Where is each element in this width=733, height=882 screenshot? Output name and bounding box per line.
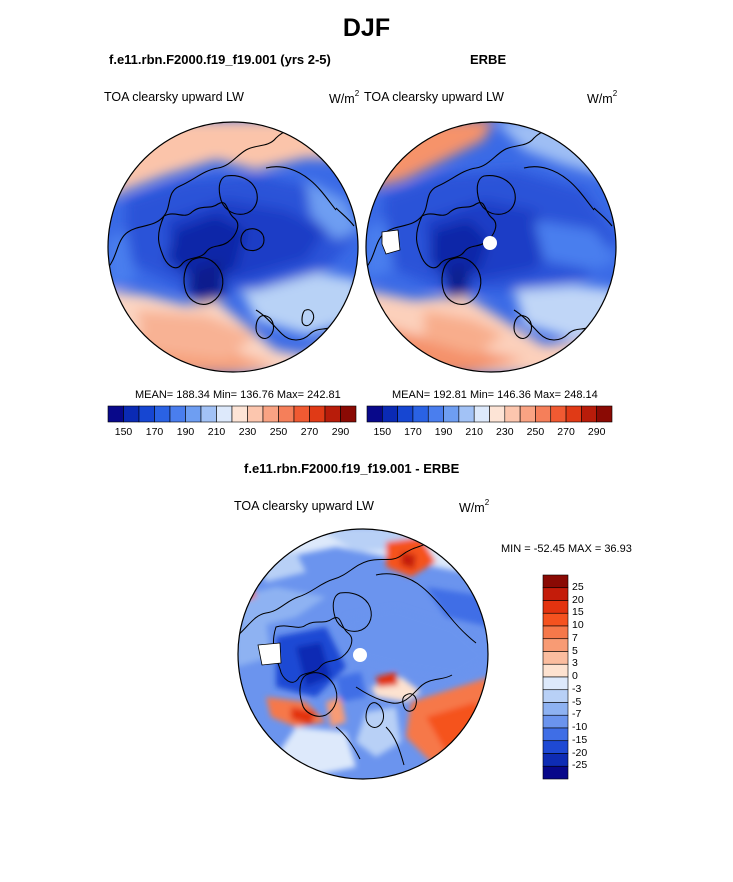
colorbar-swatch <box>535 405 552 423</box>
colorbar-tick-label: 230 <box>496 426 514 438</box>
diff-colorbar-swatch <box>542 612 569 627</box>
colorbar-swatch <box>169 405 186 423</box>
colorbar-swatch <box>581 405 597 423</box>
diff-colorbar-swatch <box>542 765 569 780</box>
colorbar-swatch <box>489 405 506 423</box>
colorbar-swatch <box>519 405 536 423</box>
colorbar-swatch <box>340 405 357 423</box>
colorbar-tick-label: 190 <box>434 426 453 438</box>
obs-colorbar <box>366 405 613 423</box>
model-stats: MEAN= 188.34 Min= 136.76 Max= 242.81 <box>135 389 341 401</box>
diff-colorbar-swatch <box>542 727 569 742</box>
diff-colorbar-tick-label: 0 <box>572 670 578 682</box>
diff-colorbar-swatch <box>542 689 569 703</box>
diff-colorbar-swatch <box>542 600 569 614</box>
colorbar-swatch <box>596 405 613 423</box>
colorbar-tick-label: 170 <box>404 426 422 438</box>
diff-units-label: W/m2 <box>459 498 490 515</box>
colorbar-tick-label: 290 <box>331 426 350 438</box>
obs-polar-map <box>365 121 617 373</box>
colorbar-swatch <box>231 405 248 423</box>
colorbar-tick-label: 290 <box>587 426 606 438</box>
colorbar-swatch <box>412 405 429 423</box>
colorbar-tick-label: 270 <box>300 426 319 438</box>
colorbar-swatch <box>565 405 582 423</box>
diff-colorbar-swatch <box>542 702 569 716</box>
colorbar-swatch <box>427 405 444 423</box>
colorbar-swatch <box>458 405 475 423</box>
colorbar-swatch <box>138 405 155 423</box>
colorbar-swatch <box>293 405 310 423</box>
diff-colorbar-swatch <box>542 714 569 729</box>
obs-variable-label: TOA clearsky upward LW <box>364 90 504 104</box>
colorbar-swatch <box>123 405 140 423</box>
diff-colorbar-swatch <box>542 740 569 754</box>
colorbar-tick-label: 250 <box>526 426 545 438</box>
diff-colorbar-tick-label: 7 <box>572 631 578 644</box>
diff-colorbar <box>542 574 569 780</box>
diff-colorbar-swatch <box>542 651 569 665</box>
model-polar-map <box>107 121 359 373</box>
diff-variable-label: TOA clearsky upward LW <box>234 499 374 513</box>
colorbar-tick-label: 150 <box>114 426 133 438</box>
model-colorbar <box>107 405 357 423</box>
diff-colorbar-tick-label: 25 <box>572 580 584 593</box>
diff-colorbar-swatch <box>542 587 569 601</box>
diff-colorbar-swatch <box>542 638 569 652</box>
diff-colorbar-swatch <box>542 753 569 767</box>
diff-colorbar-tick-label: 3 <box>572 657 578 670</box>
obs-panel-title: ERBE <box>470 52 507 67</box>
colorbar-swatch <box>324 405 341 423</box>
colorbar-tick-label: 270 <box>557 426 575 438</box>
colorbar-swatch <box>443 405 460 423</box>
colorbar-swatch <box>154 405 171 423</box>
colorbar-tick-label: 190 <box>176 426 195 438</box>
obs-stats: MEAN= 192.81 Min= 146.36 Max= 248.14 <box>392 389 598 401</box>
diff-colorbar-tick-label: -5 <box>572 695 582 708</box>
colorbar-swatch <box>309 405 326 423</box>
diff-colorbar-tick-label: 5 <box>572 644 578 657</box>
diff-colorbar-tick-label: -3 <box>572 682 582 695</box>
colorbar-swatch <box>107 405 124 423</box>
diff-colorbar-tick-label: -7 <box>572 708 582 721</box>
diff-colorbar-swatch <box>542 574 569 589</box>
colorbar-tick-label: 170 <box>145 426 164 438</box>
colorbar-swatch <box>216 405 233 423</box>
diff-colorbar-tick-label: 10 <box>572 619 584 631</box>
colorbar-tick-label: 250 <box>269 426 288 438</box>
colorbar-swatch <box>382 405 398 423</box>
diff-colorbar-tick-label: -25 <box>572 759 588 772</box>
model-panel-title: f.e11.rbn.F2000.f19_f19.001 (yrs 2-5) <box>109 52 331 67</box>
colorbar-swatch <box>366 405 383 423</box>
diff-stats: MIN = -52.45 MAX = 36.93 <box>501 543 632 555</box>
model-units-label: W/m2 <box>329 89 360 106</box>
colorbar-swatch <box>397 405 414 423</box>
diff-colorbar-tick-label: 15 <box>572 606 584 619</box>
main-title: DJF <box>342 14 391 42</box>
colorbar-swatch <box>247 405 264 423</box>
colorbar-tick-label: 230 <box>238 426 257 438</box>
colorbar-tick-label: 210 <box>207 426 226 438</box>
colorbar-swatch <box>262 405 279 423</box>
colorbar-swatch <box>200 405 217 423</box>
diff-colorbar-tick-label: -15 <box>572 733 588 746</box>
colorbar-swatch <box>278 405 295 423</box>
colorbar-tick-label: 150 <box>373 426 392 438</box>
colorbar-swatch <box>185 405 202 423</box>
diff-colorbar-tick-label: 20 <box>572 593 584 606</box>
colorbar-swatch <box>550 405 567 423</box>
model-variable-label: TOA clearsky upward LW <box>104 90 244 104</box>
obs-units-label: W/m2 <box>587 89 618 106</box>
diff-colorbar-swatch <box>542 676 569 691</box>
diff-colorbar-tick-label: -20 <box>572 746 588 759</box>
diff-colorbar-swatch <box>542 625 569 640</box>
colorbar-tick-label: 210 <box>465 426 483 438</box>
diff-colorbar-tick-label: -10 <box>572 721 588 733</box>
colorbar-swatch <box>473 405 490 423</box>
colorbar-swatch <box>504 405 521 423</box>
diff-polar-map <box>237 528 489 780</box>
diff-colorbar-swatch <box>542 663 569 678</box>
diff-panel-title: f.e11.rbn.F2000.f19_f19.001 - ERBE <box>244 461 460 476</box>
